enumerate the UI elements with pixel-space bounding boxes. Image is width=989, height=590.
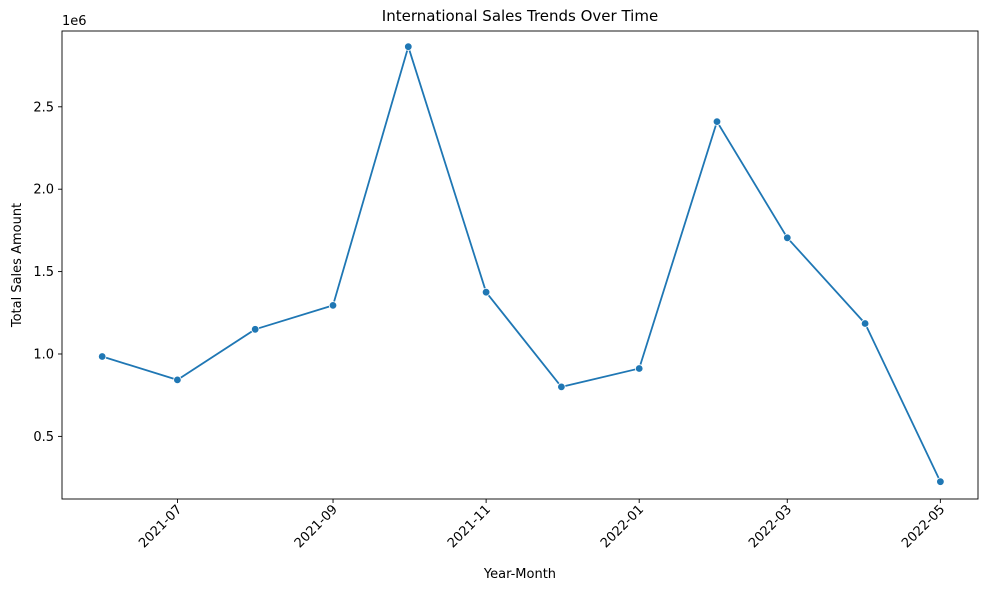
plot-frame	[61, 30, 979, 500]
data-point-marker	[635, 364, 644, 373]
x-tick-label: 2022-03	[746, 502, 795, 551]
data-point-marker	[860, 319, 870, 328]
x-tick-label: 2021-11	[445, 502, 494, 551]
data-point-marker	[173, 375, 182, 385]
y-tick-label: 2.0	[33, 183, 54, 198]
data-point-marker	[404, 42, 413, 51]
x-tick-label: 2021-07	[136, 502, 185, 551]
data-point-marker	[936, 477, 945, 486]
y-tick-label: 1.0	[33, 347, 54, 362]
y-tick-label: 0.5	[33, 430, 54, 445]
x-axis-title: Year-Month	[483, 567, 556, 582]
data-point-marker	[328, 301, 338, 310]
data-point-marker	[97, 352, 107, 361]
y-tick-label: 2.5	[33, 100, 54, 115]
series-line	[101, 45, 942, 483]
y-axis-offset-label: 1e6	[62, 14, 87, 29]
x-tick-label: 2021-09	[292, 502, 341, 551]
y-axis-title: Total Sales Amount	[10, 203, 25, 328]
chart-title: International Sales Trends Over Time	[382, 7, 658, 25]
x-tick-label: 2022-01	[598, 502, 647, 551]
y-tick-label: 1.5	[33, 265, 54, 280]
data-point-marker	[481, 288, 491, 297]
x-tick-label: 2022-05	[899, 502, 948, 551]
data-point-marker	[712, 117, 722, 126]
data-point-marker	[557, 382, 566, 392]
data-point-marker	[250, 325, 260, 334]
data-point-marker	[783, 233, 792, 242]
